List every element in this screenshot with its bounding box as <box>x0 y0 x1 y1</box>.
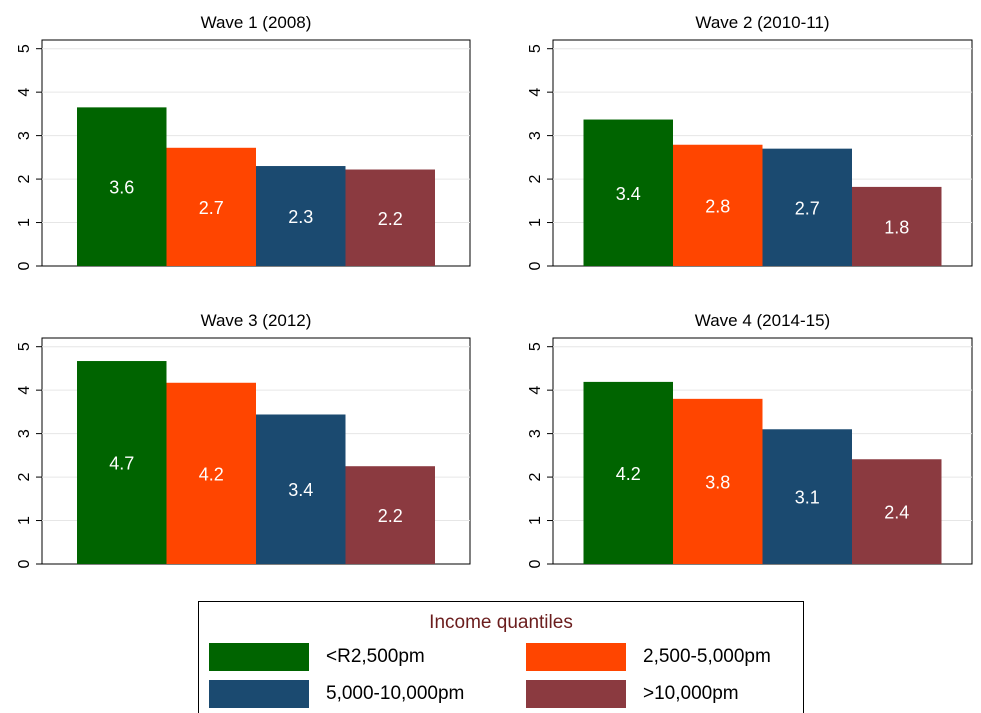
bar-1 <box>583 119 673 267</box>
legend: Income quantiles <R2,500pm 2,500-5,000pm… <box>198 601 804 713</box>
bar-label-3: 2.7 <box>795 198 820 218</box>
y-tick-label: 3 <box>527 131 544 140</box>
y-tick-label: 1 <box>16 218 33 227</box>
legend-item-2: 2,500-5,000pm <box>526 643 771 671</box>
bar-2 <box>166 147 256 266</box>
y-tick-label: 2 <box>527 473 544 482</box>
chart-panel-2: 3.4 2.8 2.7 1.8 0 1 2 3 4 5 Wave 2 (2010-11) <box>527 13 973 270</box>
legend-label-4: >10,000pm <box>643 683 739 704</box>
y-tick-label: 5 <box>527 44 544 53</box>
y-tick-label: 1 <box>527 516 544 525</box>
bar-label-3: 3.4 <box>288 480 313 500</box>
chart-figure: 3.6 2.7 2.3 2.2 0 1 2 3 4 5 Wave 1 (2008) 3.4 2.8 2.7… <box>16 13 973 568</box>
bar-1 <box>583 381 673 564</box>
legend-swatch-3 <box>209 680 309 708</box>
bar-label-1: 3.6 <box>109 178 134 198</box>
chart-panel-3: 4.7 4.2 3.4 2.2 0 1 2 3 4 5 Wave 3 (2012) <box>16 311 471 568</box>
bar-4 <box>852 459 942 564</box>
bar-label-3: 3.1 <box>795 488 820 508</box>
bar-label-1: 3.4 <box>616 184 641 204</box>
bar-2 <box>673 398 763 564</box>
y-tick-label: 5 <box>527 342 544 351</box>
legend-label-2: 2,500-5,000pm <box>643 646 771 667</box>
bar-label-2: 2.8 <box>705 196 730 216</box>
bar-3 <box>256 414 346 564</box>
bar-label-4: 2.2 <box>378 209 403 229</box>
bar-2 <box>673 144 763 266</box>
y-tick-label: 0 <box>16 261 33 270</box>
y-tick-label: 3 <box>527 429 544 438</box>
y-tick-label: 1 <box>16 516 33 525</box>
y-tick-label: 0 <box>527 261 544 270</box>
y-tick-label: 0 <box>16 559 33 568</box>
legend-label-3: 5,000-10,000pm <box>326 683 465 704</box>
y-tick-label: 1 <box>527 218 544 227</box>
bar-label-4: 2.2 <box>378 506 403 526</box>
bar-label-2: 3.8 <box>705 472 730 492</box>
chart-panel-1: 3.6 2.7 2.3 2.2 0 1 2 3 4 5 Wave 1 (2008) <box>16 13 471 270</box>
bar-label-1: 4.2 <box>616 464 641 484</box>
bar-2 <box>166 382 256 564</box>
y-tick-label: 4 <box>527 386 544 395</box>
bar-label-4: 1.8 <box>884 217 909 237</box>
bar-label-1: 4.7 <box>109 454 134 474</box>
bar-3 <box>256 166 346 266</box>
bar-3 <box>762 429 852 564</box>
panel-title: Wave 4 (2014-15) <box>695 311 830 330</box>
y-tick-label: 4 <box>16 386 33 395</box>
legend-item-1: <R2,500pm <box>209 643 425 671</box>
y-tick-label: 2 <box>16 175 33 184</box>
y-tick-label: 3 <box>16 131 33 140</box>
bar-label-2: 4.2 <box>199 464 224 484</box>
legend-title: Income quantiles <box>429 612 573 633</box>
bar-label-4: 2.4 <box>884 503 909 523</box>
y-tick-label: 5 <box>16 342 33 351</box>
y-tick-label: 4 <box>16 88 33 97</box>
legend-item-3: 5,000-10,000pm <box>209 680 464 708</box>
y-tick-label: 5 <box>16 44 33 53</box>
y-tick-label: 2 <box>16 473 33 482</box>
bar-4 <box>345 466 435 564</box>
y-tick-label: 4 <box>527 88 544 97</box>
chart-panel-4: 4.2 3.8 3.1 2.4 0 1 2 3 4 5 Wave 4 (2014-15) <box>527 311 973 568</box>
legend-swatch-1 <box>209 643 309 671</box>
bar-label-3: 2.3 <box>288 207 313 227</box>
bar-4 <box>852 186 942 266</box>
panel-title: Wave 2 (2010-11) <box>695 13 829 32</box>
legend-item-4: >10,000pm <box>526 680 739 708</box>
bar-1 <box>77 361 167 564</box>
bar-1 <box>77 107 167 266</box>
bar-3 <box>762 148 852 266</box>
y-tick-label: 0 <box>527 559 544 568</box>
bar-4 <box>345 169 435 266</box>
legend-swatch-4 <box>526 680 626 708</box>
legend-swatch-2 <box>526 643 626 671</box>
y-tick-label: 3 <box>16 429 33 438</box>
y-tick-label: 2 <box>527 175 544 184</box>
legend-label-1: <R2,500pm <box>326 646 425 667</box>
panel-title: Wave 3 (2012) <box>201 311 312 330</box>
panel-title: Wave 1 (2008) <box>201 13 312 32</box>
bar-label-2: 2.7 <box>199 198 224 218</box>
